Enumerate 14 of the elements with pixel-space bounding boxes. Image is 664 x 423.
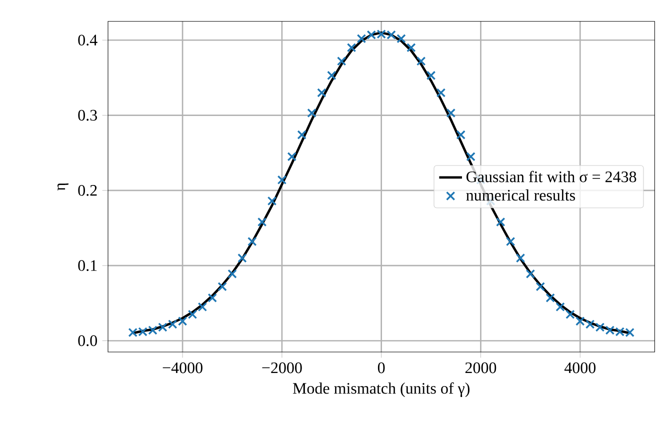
- legend-label: Gaussian fit with σ = 2438: [466, 170, 636, 182]
- legend-label: numerical results: [466, 190, 575, 201]
- x-tick-label: 0: [378, 362, 385, 374]
- y-tick-label: 0.0: [78, 335, 97, 346]
- y-tick-label: 0.4: [78, 34, 98, 46]
- x-tick-label: −2000: [262, 362, 302, 374]
- y-tick-label: 0.3: [78, 110, 97, 121]
- x-tick-label: 4000: [564, 362, 596, 374]
- y-axis-title: η: [58, 183, 68, 191]
- x-tick-label: −4000: [162, 362, 202, 374]
- x-tick-label: 2000: [465, 362, 496, 374]
- y-tick-label: 0.2: [78, 185, 97, 196]
- x-axis-title: Mode mismatch (units of γ): [292, 382, 470, 398]
- y-tick-label: 0.1: [78, 260, 97, 272]
